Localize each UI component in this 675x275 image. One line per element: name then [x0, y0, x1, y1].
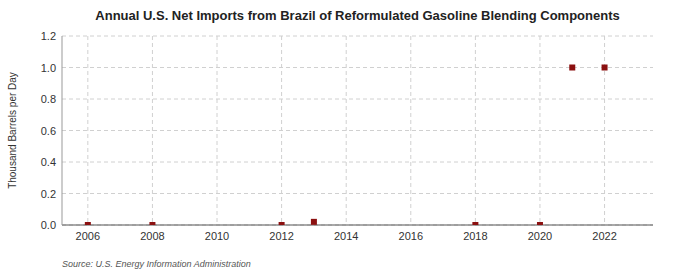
y-grid-line: [62, 162, 653, 163]
y-tick-label: 0.8: [41, 93, 56, 105]
y-tick-label: 0.6: [41, 125, 56, 137]
point: [537, 222, 543, 225]
source-note: Source: U.S. Energy Information Administ…: [62, 259, 251, 269]
point: [472, 222, 478, 225]
x-grid-line: [475, 36, 476, 225]
x-grid-line: [410, 36, 411, 225]
y-grid-line: [62, 130, 653, 131]
title: Annual U.S. Net Imports from Brazil of R…: [95, 8, 619, 23]
x-tick-label: 2014: [334, 230, 358, 242]
x-tick-label: 2022: [592, 230, 616, 242]
point: [85, 222, 91, 225]
grid: [62, 36, 653, 225]
points: [85, 65, 608, 226]
y-tick-label: 0.0: [41, 219, 56, 231]
x-tick-label: 2016: [399, 230, 423, 242]
x-grid-line: [152, 36, 153, 225]
x-grid-line: [604, 36, 605, 225]
x-tick-label: 2018: [463, 230, 487, 242]
y-tick-label: 0.4: [41, 156, 56, 168]
x-tick-label: 2020: [528, 230, 552, 242]
x-tick-label: 2010: [205, 230, 229, 242]
point: [279, 222, 285, 225]
x-grid-line: [539, 36, 540, 225]
y-grid-line: [62, 193, 653, 194]
y-tick-label: 1.0: [41, 62, 56, 74]
y-grid-line: [62, 99, 653, 100]
y-axis-line: [62, 36, 63, 225]
x-grid-line: [217, 36, 218, 225]
y-tick-label: 0.2: [41, 188, 56, 200]
x-grid-line: [281, 36, 282, 225]
y-axis-label: Thousand Barrels per Day: [7, 72, 18, 189]
x-grid-line: [346, 36, 347, 225]
x-ticks: 2006 2008 2010 2012 2014 2016 2018 2020 2022: [76, 230, 617, 242]
y-grid-line: [62, 67, 653, 68]
y-tick-label: 1.2: [41, 30, 56, 42]
chart: Annual U.S. Net Imports from Brazil of R…: [0, 0, 675, 275]
y-ticks: 0.0 0.2 0.4 0.6 0.8 1.0 1.2: [41, 30, 56, 231]
point: [311, 219, 317, 225]
point: [602, 65, 608, 71]
x-grid-line: [87, 36, 88, 225]
point: [569, 65, 575, 71]
y-grid-line: [62, 36, 653, 37]
point: [149, 222, 155, 225]
x-tick-label: 2012: [269, 230, 293, 242]
x-tick-label: 2008: [140, 230, 164, 242]
x-tick-label: 2006: [76, 230, 100, 242]
